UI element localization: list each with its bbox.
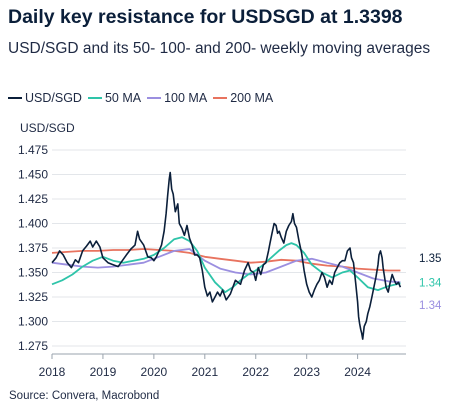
series-line-50-ma bbox=[51, 236, 401, 293]
y-tick-label: 1.275 bbox=[18, 339, 48, 353]
source-note: Source: Convera, Macrobond bbox=[9, 390, 160, 402]
y-tick-label: 1.475 bbox=[18, 143, 48, 157]
series-lines bbox=[51, 171, 402, 340]
x-axis: 2018 2019 2020 2021 2022 2023 2024 bbox=[39, 353, 406, 379]
legend-item-200ma: 200 MA bbox=[213, 91, 273, 105]
legend-label-200ma: 200 MA bbox=[230, 91, 274, 105]
y-axis-ticks: 1.475 1.450 1.425 1.400 1.375 1.350 1.325 1.300… bbox=[18, 143, 48, 353]
end-value-labels: 1.35 1.34 1.34 bbox=[419, 253, 442, 312]
legend-item-usdsgd: USD/SGD bbox=[8, 91, 82, 105]
legend-label-50ma: 50 MA bbox=[104, 91, 142, 105]
x-tick-label: 2021 bbox=[191, 365, 218, 379]
chart-subtitle: USD/SGD and its 50- 100- and 200- weekly… bbox=[8, 40, 431, 57]
y-tick-label: 1.300 bbox=[18, 315, 48, 329]
legend-item-100ma: 100 MA bbox=[147, 91, 207, 105]
end-label: 1.34 bbox=[419, 277, 442, 289]
x-tick-label: 2018 bbox=[39, 365, 66, 379]
y-tick-label: 1.450 bbox=[18, 168, 48, 182]
x-tick-label: 2024 bbox=[344, 365, 371, 379]
y-tick-label: 1.325 bbox=[18, 290, 48, 304]
chart-title: Daily key resistance for USDSGD at 1.339… bbox=[8, 6, 403, 28]
x-tick-label: 2023 bbox=[293, 365, 320, 379]
legend-swatch-200ma bbox=[213, 96, 228, 100]
legend-item-50ma: 50 MA bbox=[87, 91, 142, 105]
y-tick-label: 1.350 bbox=[18, 266, 48, 280]
y-tick-label: 1.400 bbox=[18, 217, 48, 231]
legend-swatch-50ma bbox=[87, 96, 102, 100]
legend-swatch-100ma bbox=[147, 96, 162, 100]
y-tick-label: 1.375 bbox=[18, 241, 48, 255]
end-label: 1.34 bbox=[419, 300, 442, 312]
legend-label-usdsgd: USD/SGD bbox=[25, 91, 82, 105]
x-tick-label: 2020 bbox=[141, 365, 168, 379]
x-tick-label: 2019 bbox=[90, 365, 117, 379]
series-line-usd-sgd bbox=[51, 171, 402, 340]
x-tick-label: 2022 bbox=[242, 365, 269, 379]
gridlines bbox=[52, 149, 406, 347]
legend-swatch-usdsgd bbox=[8, 96, 22, 100]
legend: USD/SGD 50 MA 100 MA 200 MA bbox=[8, 91, 279, 105]
legend-label-100ma: 100 MA bbox=[164, 91, 208, 105]
series-line-100-ma bbox=[51, 248, 401, 284]
y-tick-label: 1.425 bbox=[18, 192, 48, 206]
end-label: 1.35 bbox=[419, 253, 441, 265]
y-axis-label: USD/SGD bbox=[20, 121, 75, 135]
